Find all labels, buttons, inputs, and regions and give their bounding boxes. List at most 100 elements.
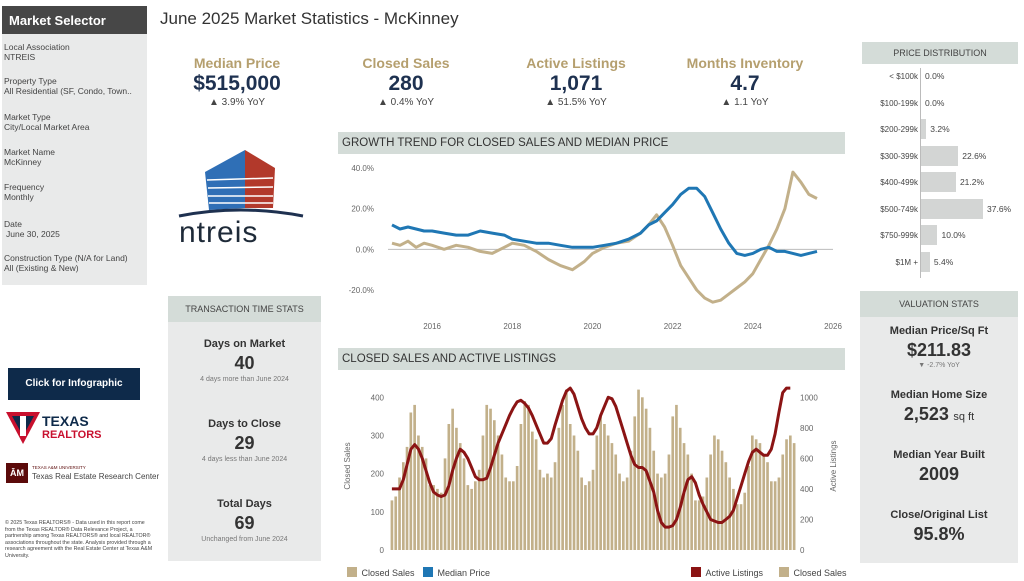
filter-market-type[interactable]: City/Local Market Area: [4, 122, 90, 132]
closed-sales-bar: [428, 485, 432, 550]
bars-right-tick: 600: [800, 454, 814, 463]
closed-sales-bar: [637, 389, 640, 550]
growth-x-tick: 2024: [744, 322, 762, 331]
closed-sales-bar: [493, 420, 496, 550]
close-original-list-value: 95.8%: [913, 524, 965, 544]
bars-left-tick: 300: [371, 431, 385, 440]
bars-left-axis-label: Closed Sales: [343, 442, 352, 489]
closed-sales-active-listings-chart: 0 100 200 300 400 0 200 400 600 800 1000 Closed Sal…: [343, 386, 838, 555]
kpi-active-listings-change: ▲ 51.5% YoY: [545, 97, 607, 108]
closed-sales-bar: [595, 435, 599, 550]
close-original-list-title: Close/Original List: [890, 509, 988, 521]
closed-sales-bar: [777, 477, 781, 550]
growth-x-tick: 2018: [503, 322, 521, 331]
days-on-market-value: 40: [234, 353, 255, 373]
closed-sales-bar: [675, 404, 678, 550]
filter-label-market-type: Market Type: [4, 112, 51, 122]
days-on-market-note: 4 days more than June 2024: [200, 376, 289, 383]
days-on-market-title: Days on Market: [203, 338, 286, 350]
price-bucket-bar: [921, 225, 938, 245]
filter-label-construction-type: Construction Type (N/A for Land): [4, 253, 128, 263]
closed-sales-bar: [519, 424, 523, 550]
legend-closed-sales-bars: Closed Sales: [779, 563, 846, 581]
closed-sales-bar: [538, 469, 542, 550]
tamu-line1: TEXAS A&M UNIVERSITY: [32, 465, 86, 470]
closed-sales-bar: [671, 416, 675, 550]
closed-sales-bar: [747, 466, 750, 550]
median-year-built-value: 2009: [918, 464, 960, 484]
median-price-sqft-change: ▼ -2.7% YoY: [918, 362, 960, 369]
closed-sales-bar: [542, 477, 545, 550]
bars-right-tick: 0: [800, 546, 805, 555]
growth-trend-chart: 40.0% 20.0% 0.0% -20.0% 2016 2018 2020 2022 2024…: [349, 164, 843, 331]
closed-sales-bar: [561, 404, 564, 550]
closed-sales-bar: [409, 412, 413, 550]
legend-closed-sales: Closed Sales: [347, 563, 414, 581]
filter-date[interactable]: June 30, 2025: [6, 229, 60, 239]
legend-median-price: Median Price: [423, 563, 490, 581]
market-selector-panel: [2, 6, 147, 285]
closed-sales-bar: [713, 435, 716, 550]
closed-sales-bar: [584, 485, 587, 550]
bars-left-tick: 100: [371, 508, 385, 517]
closed-sales-bar: [481, 435, 485, 550]
filter-label-date: Date: [4, 219, 22, 229]
closed-sales-bar: [739, 504, 743, 550]
legend-swatch-median-price: [423, 566, 433, 577]
price-bucket-value: 0.0%: [925, 71, 945, 81]
price-bucket-value: 10.0%: [941, 230, 966, 240]
closed-sales-bar: [523, 401, 527, 550]
closed-sales-bar: [474, 481, 477, 550]
closed-sales-bar: [394, 496, 398, 550]
filter-construction-type[interactable]: All (Existing & New): [4, 263, 79, 273]
price-bucket-label: $1M +: [895, 257, 918, 267]
price-bucket-label: $300-399k: [880, 151, 918, 161]
growth-line-closed-sales: [391, 170, 818, 304]
closed-sales-bar: [697, 500, 701, 550]
price-bucket-value: 3.2%: [930, 124, 950, 134]
price-bucket-bar: [921, 172, 956, 192]
closed-sales-bar: [614, 454, 618, 550]
closed-sales-bar: [591, 469, 595, 550]
page-title: June 2025 Market Statistics - McKinney: [160, 9, 459, 28]
closed-sales-bar: [496, 435, 500, 550]
closed-sales-bar: [724, 462, 728, 550]
transaction-time-stats-panel: [168, 296, 321, 561]
median-year-built-title: Median Year Built: [893, 449, 985, 461]
price-bucket-bar: [921, 119, 927, 139]
filter-market-name[interactable]: McKinney: [4, 157, 42, 167]
closed-sales-bar: [663, 473, 667, 550]
closed-sales-bar: [531, 431, 534, 550]
price-bucket-bar: [921, 198, 983, 219]
price-bucket-label: $400-499k: [880, 178, 918, 187]
closed-sales-bar: [648, 427, 652, 550]
closed-sales-bar: [789, 435, 792, 550]
filter-property-type[interactable]: All Residential (SF, Condo, Town..: [4, 86, 132, 96]
median-price-sqft-title: Median Price/Sq Ft: [889, 325, 989, 337]
closed-sales-bar: [652, 450, 656, 550]
bars-right-tick: 400: [800, 485, 814, 494]
filter-label-property-type: Property Type: [4, 76, 57, 86]
filter-frequency[interactable]: Monthly: [4, 192, 34, 202]
closed-sales-bar: [462, 458, 466, 550]
filter-label-local-association: Local Association: [4, 42, 70, 52]
legend-swatch-closed-sales-bars: [779, 566, 789, 577]
filter-local-association[interactable]: NTREIS: [4, 52, 36, 62]
closed-sales-bar: [402, 462, 405, 550]
median-home-size-line: 2,523 sq ft: [860, 404, 1018, 425]
closed-sales-bar: [762, 454, 766, 550]
closed-sales-bar: [644, 408, 648, 550]
price-bucket-bar: [921, 251, 930, 272]
closed-sales-bar: [443, 458, 447, 550]
texas-realtors-logo-icon: [6, 412, 40, 444]
closed-sales-bar: [413, 404, 416, 550]
closed-sales-bar: [606, 435, 610, 550]
price-bucket-value: 21.2%: [959, 177, 985, 187]
market-selector-header: Market Selector: [2, 6, 147, 34]
closed-sales-bar: [743, 492, 747, 550]
growth-x-tick: 2022: [664, 322, 682, 331]
price-bucket-label: < $100k: [889, 72, 918, 81]
infographic-button[interactable]: Click for Infographic: [8, 368, 140, 400]
closed-sales-bar: [420, 446, 424, 550]
kpi-months-inventory-change: ▲ 1.1 YoY: [721, 97, 769, 108]
